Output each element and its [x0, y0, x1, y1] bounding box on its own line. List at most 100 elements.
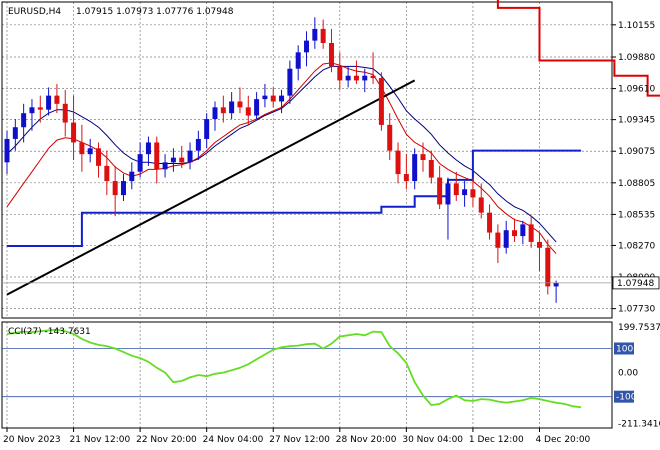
candle-body — [378, 78, 384, 125]
candle-body — [312, 28, 318, 41]
candle-body — [170, 157, 176, 163]
candle-body — [487, 212, 493, 233]
price-tick-label: 1.08535 — [618, 210, 655, 220]
candle-body — [470, 189, 476, 198]
trendline-layer — [6, 79, 416, 296]
candle-body — [437, 177, 443, 205]
candle-body — [237, 101, 243, 108]
candle-body — [220, 107, 226, 114]
candle-body — [337, 66, 343, 81]
candle-body — [62, 103, 68, 123]
candle-body — [46, 95, 52, 110]
time-tick-label: 27 Nov 12:00 — [269, 435, 330, 445]
price-tick-label: 1.09345 — [618, 116, 655, 126]
candle-body — [503, 230, 509, 248]
candle-body — [536, 241, 542, 248]
candle-body — [137, 154, 143, 172]
cci-axis: 199.7537 100 0.00 -100 -211.3416 — [614, 323, 660, 430]
candle-body — [162, 162, 168, 170]
price-panel-frame — [1, 1, 613, 319]
candlesticks — [4, 17, 559, 303]
cci-tick-label: 100 — [616, 345, 633, 355]
candle-body — [21, 113, 27, 128]
candle-body — [395, 150, 401, 175]
candle-body — [495, 232, 501, 248]
cci-level-badge — [614, 390, 634, 403]
price-tick-label: 1.08805 — [618, 179, 655, 189]
current-price-label: 1.07948 — [617, 279, 654, 289]
price-panel[interactable] — [4, 0, 660, 303]
candle-body — [104, 165, 110, 182]
price-tick-label: 1.09610 — [618, 85, 655, 95]
current-price-box — [612, 276, 660, 290]
time-tick-label: 1 Dec 12:00 — [469, 435, 524, 445]
candle-body — [345, 75, 351, 81]
candle-body — [145, 142, 151, 155]
time-tick-label: 30 Nov 04:00 — [402, 435, 463, 445]
time-tick-label: 24 Nov 04:00 — [203, 435, 264, 445]
cci-tick-label: -100 — [616, 393, 637, 403]
time-axis: 20 Nov 2023 21 Nov 12:00 22 Nov 20:00 24 No… — [3, 428, 591, 445]
candle-body — [120, 181, 126, 196]
candle-body — [545, 247, 551, 287]
candle-body — [245, 107, 251, 116]
candle-body — [254, 99, 260, 116]
candle-body — [187, 150, 193, 163]
candle-body — [445, 183, 451, 205]
cci-panel-frame — [1, 321, 613, 429]
cci-level-lines — [2, 348, 612, 398]
candle-body — [428, 160, 434, 178]
candle-body — [387, 124, 393, 151]
trendline — [6, 79, 416, 296]
candle-body — [462, 189, 468, 196]
candle-body — [512, 230, 518, 237]
candle-body — [71, 122, 77, 143]
cci-tick-label: 0.00 — [618, 369, 638, 379]
candle-body — [54, 95, 60, 104]
candle-body — [403, 174, 409, 182]
chart-header-ohlc: 1.07915 1.07973 1.07776 1.07948 — [76, 7, 234, 17]
candle-body — [478, 197, 484, 213]
candle-body — [520, 224, 526, 237]
chart-header-symbol: EURUSD,H4 — [8, 7, 61, 17]
candle-body — [295, 52, 301, 69]
resistance-step-line — [496, 0, 660, 97]
candle-body — [304, 40, 310, 53]
support-step-line — [7, 149, 582, 247]
candle-body — [279, 95, 285, 102]
time-tick-label: 21 Nov 12:00 — [70, 435, 131, 445]
price-tick-label: 1.10155 — [618, 21, 655, 31]
candle-body — [96, 148, 102, 166]
candle-body — [362, 75, 368, 81]
cci-tick-label: 199.7537 — [618, 323, 660, 333]
candle-body — [328, 42, 334, 67]
cci-line-layer — [6, 328, 582, 409]
envelope-lines — [7, 0, 660, 247]
candle-body — [453, 183, 459, 196]
candle-body — [229, 101, 235, 114]
candle-body — [4, 138, 10, 163]
cci-line — [6, 328, 582, 409]
cci-panel[interactable] — [2, 328, 612, 409]
time-tick-label: 22 Nov 20:00 — [136, 435, 197, 445]
cci-level-badge — [614, 342, 634, 355]
time-tick-label: 28 Nov 20:00 — [336, 435, 397, 445]
price-tick-label: 1.09075 — [618, 147, 655, 157]
candle-body — [420, 154, 426, 160]
candle-body — [179, 157, 185, 163]
candle-body — [87, 148, 93, 155]
candle-body — [12, 127, 18, 139]
candle-body — [112, 181, 118, 196]
time-tick-label: 4 Dec 20:00 — [535, 435, 590, 445]
price-axis: 1.10155 1.09880 1.09610 1.09345 1.09075 1.088… — [2, 21, 660, 315]
price-tick-label: 1.09880 — [618, 53, 655, 63]
candle-body — [353, 75, 359, 81]
candle-body — [154, 142, 160, 170]
time-tick-label: 20 Nov 2023 — [3, 435, 61, 445]
candle-body — [270, 95, 276, 102]
candle-body — [212, 107, 218, 120]
cci-tick-label: -211.3416 — [618, 420, 660, 430]
price-tick-label: 1.07730 — [618, 305, 655, 315]
